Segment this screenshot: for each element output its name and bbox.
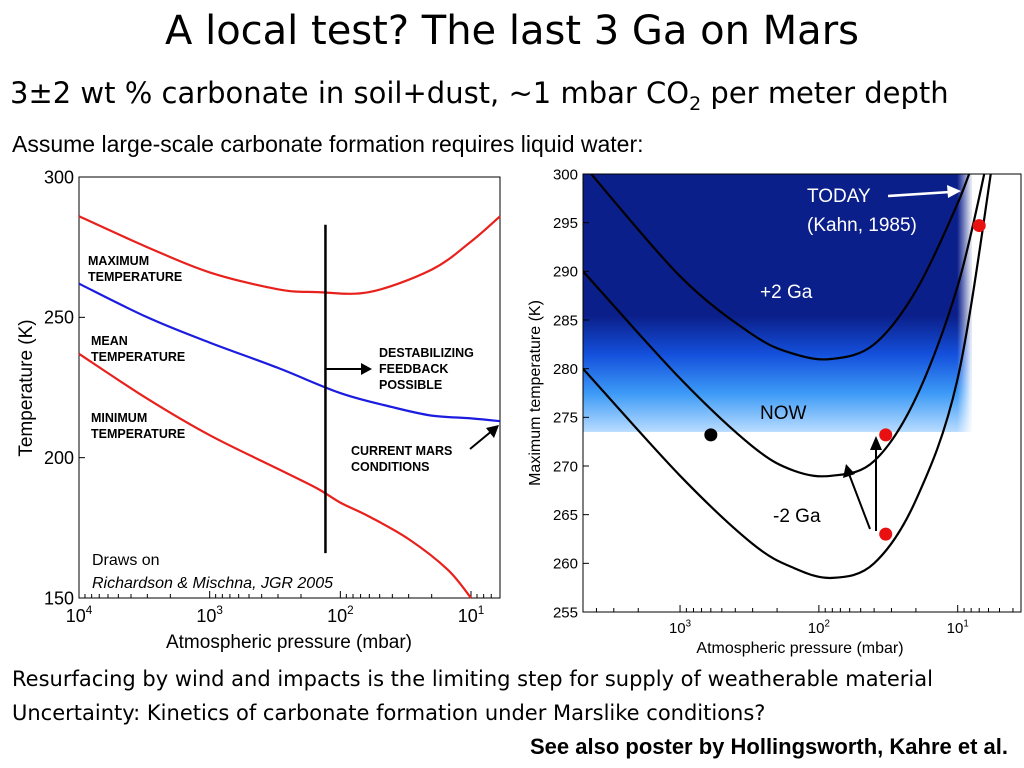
left-y-axis-label: Temperature (K) (16, 319, 37, 456)
left-y-tick-label: 200 (44, 448, 74, 468)
svg-text:TEMPERATURE: TEMPERATURE (91, 427, 185, 441)
now-curve (583, 174, 986, 478)
right-y-tick-label: 290 (553, 264, 578, 281)
svg-text:TEMPERATURE: TEMPERATURE (91, 350, 185, 364)
right-x-tick-label: 103 (669, 618, 691, 637)
left-x-tick-label: 102 (327, 604, 354, 626)
minimum-temperature-label: MINIMUM TEMPERATURE (91, 411, 185, 441)
today-arrow (887, 185, 961, 198)
svg-text:FEEDBACK: FEEDBACK (379, 362, 448, 376)
footer-line-1: Resurfacing by wind and impacts is the l… (12, 667, 933, 691)
maximum-temperature-curve (78, 215, 501, 295)
right-x-tick-label: 102 (808, 618, 830, 637)
mean-temperature-label: MEAN TEMPERATURE (91, 334, 185, 364)
slide-title: A local test? The last 3 Ga on Mars (165, 8, 859, 54)
left-x-tick-label: 103 (196, 604, 223, 626)
svg-text:TEMPERATURE: TEMPERATURE (88, 270, 182, 284)
svg-text:POSSIBLE: POSSIBLE (379, 378, 442, 392)
left-y-tick-label: 250 (44, 308, 74, 328)
destabilizing-feedback-annotation: DESTABILIZING FEEDBACK POSSIBLE (326, 346, 474, 392)
today-label: TODAY (807, 186, 871, 207)
kahn-label: (Kahn, 1985) (807, 215, 917, 236)
left-x-tick-label: 101 (458, 604, 485, 626)
liquid-water-shading (583, 174, 972, 432)
left-x-tick-label: 104 (66, 604, 93, 626)
left-y-tick-label: 300 (44, 167, 74, 187)
mean-temperature-curve (78, 282, 501, 423)
state-point-marker (972, 219, 986, 233)
current-mars-conditions-annotation: CURRENT MARS CONDITIONS (351, 425, 499, 474)
state-point-marker (879, 428, 893, 442)
left-x-axis-label: Atmospheric pressure (mbar) (166, 632, 412, 653)
plus2-ga-label: +2 Ga (760, 282, 813, 303)
svg-text:MAXIMUM: MAXIMUM (88, 254, 149, 268)
maximum-temperature-label: MAXIMUM TEMPERATURE (88, 254, 182, 284)
right-y-tick-label: 295 (553, 215, 578, 232)
svg-text:MEAN: MEAN (91, 334, 128, 348)
evolution-arrows (843, 436, 882, 531)
svg-text:CONDITIONS: CONDITIONS (351, 460, 429, 474)
right-y-tick-label: 300 (553, 166, 578, 183)
svg-text:DESTABILIZING: DESTABILIZING (379, 346, 474, 360)
credit-line-1: Draws on (92, 552, 160, 569)
right-y-tick-label: 260 (553, 556, 578, 573)
right-x-axis-label: Atmospheric pressure (mbar) (696, 640, 903, 657)
left-temperature-chart: 104 103 102 101 300 250 200 150 MAXIMUM TEMPERA… (16, 167, 501, 653)
svg-text:CURRENT MARS: CURRENT MARS (351, 444, 452, 458)
liquid-water-shading-edge (957, 174, 972, 432)
right-y-tick-label: 270 (553, 458, 578, 475)
right-max-temperature-chart: 103 102 101300295290285280275270265260255 … (527, 166, 1022, 657)
assumption-text: Assume large-scale carbonate formation r… (12, 131, 644, 157)
right-x-tick-label: 101 (947, 618, 969, 637)
state-point-marker (704, 428, 718, 442)
right-y-tick-label: 285 (553, 312, 578, 329)
credit-line-2: Richardson & Mischna, JGR 2005 (92, 575, 333, 592)
right-y-tick-label: 280 (553, 361, 578, 378)
right-y-tick-label: 255 (553, 604, 578, 621)
right-y-tick-label: 275 (553, 410, 578, 427)
left-y-tick-label: 150 (44, 588, 74, 608)
right-plot-frame (582, 173, 1022, 613)
now-label: NOW (760, 403, 807, 424)
minimum-temperature-curve (78, 352, 472, 599)
footer-line-2: Uncertainty: Kinetics of carbonate forma… (12, 701, 766, 725)
minus2-ga-curve (583, 174, 992, 580)
right-y-tick-label: 265 (553, 507, 578, 524)
see-also-note: See also poster by Hollingsworth, Kahre … (529, 734, 1008, 759)
plus2-ga-curve (589, 174, 971, 361)
right-y-axis-label: Maximum temperature (K) (527, 300, 544, 486)
slide-subtitle: 3±2 wt % carbonate in soil+dust, ~1 mbar… (10, 76, 949, 115)
state-point-marker (879, 527, 893, 541)
minus2-ga-label: -2 Ga (773, 506, 821, 527)
svg-text:MINIMUM: MINIMUM (91, 411, 147, 425)
